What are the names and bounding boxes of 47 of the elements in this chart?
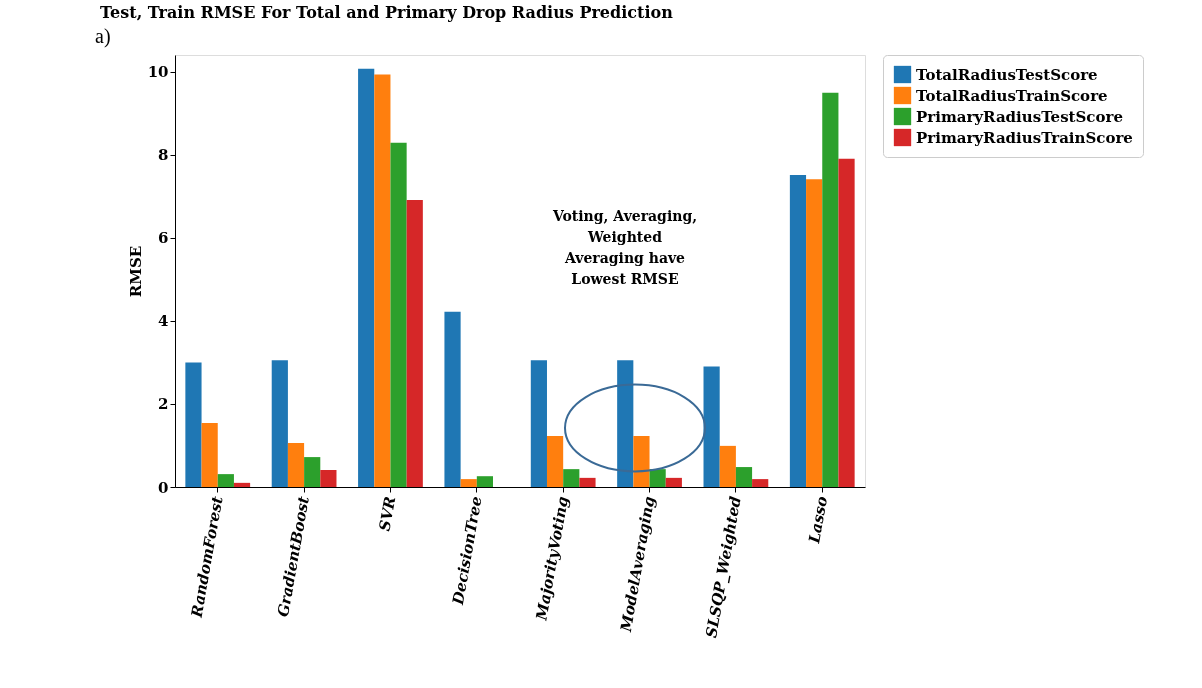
bar <box>460 479 477 487</box>
bar <box>563 469 580 487</box>
bar <box>271 360 288 487</box>
y-tick-label: 6 <box>158 229 169 248</box>
legend-label: TotalRadiusTrainScore <box>916 86 1108 105</box>
bar <box>579 477 596 487</box>
bar <box>617 360 634 487</box>
bar <box>789 175 807 487</box>
bar <box>530 360 547 487</box>
bar <box>806 179 823 487</box>
x-tick-label: SVR <box>375 494 400 533</box>
y-axis-title: RMSE <box>126 245 145 298</box>
text: a) <box>95 25 111 48</box>
annotation: Voting, Averaging, Weighted Averaging have Lowest RMSE <box>551 208 698 287</box>
legend-label: PrimaryRadiusTrainScore <box>916 128 1133 147</box>
y-tick-label: 10 <box>147 63 169 82</box>
bar <box>633 435 650 487</box>
bar <box>390 142 407 487</box>
legend-label: PrimaryRadiusTestScore <box>916 107 1123 126</box>
bar <box>320 469 337 487</box>
x-tick-label: Lasso <box>805 494 832 546</box>
bar <box>735 467 753 487</box>
y-tick-label: 8 <box>158 146 169 165</box>
y-tick-label: 0 <box>158 478 169 497</box>
bar <box>649 469 666 487</box>
bar <box>838 158 855 487</box>
bar <box>287 442 305 487</box>
legend-label: TotalRadiusTestScore <box>916 65 1098 84</box>
bar <box>476 476 494 487</box>
y-tick-label: 2 <box>158 395 169 414</box>
bar <box>703 366 720 487</box>
bar <box>444 311 461 487</box>
bar <box>822 92 839 487</box>
bar <box>185 362 202 487</box>
bar <box>358 68 375 487</box>
bar <box>406 199 423 487</box>
bar <box>752 479 769 487</box>
bar <box>233 482 251 487</box>
bar <box>665 477 682 487</box>
bar <box>304 457 321 487</box>
bar <box>374 74 391 487</box>
bar <box>546 435 564 487</box>
chart-title: Test, Train RMSE For Total and Primary Drop Radius Prediction <box>100 3 674 22</box>
bar <box>201 423 218 487</box>
bar <box>719 445 736 487</box>
y-tick-label: 4 <box>158 312 169 331</box>
bar <box>217 474 234 487</box>
